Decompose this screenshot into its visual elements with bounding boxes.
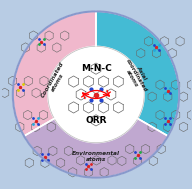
Text: Coordinated
atoms: Coordinated atoms <box>41 61 70 101</box>
Wedge shape <box>24 94 168 178</box>
Circle shape <box>8 7 184 182</box>
Wedge shape <box>13 11 96 136</box>
Text: ORR: ORR <box>85 115 107 125</box>
Text: Axial
coordinated
atoms: Axial coordinated atoms <box>120 55 153 96</box>
Wedge shape <box>96 11 179 136</box>
Circle shape <box>48 46 144 143</box>
Text: Environmental
atoms: Environmental atoms <box>72 151 120 162</box>
Text: M-N-C: M-N-C <box>81 64 111 74</box>
